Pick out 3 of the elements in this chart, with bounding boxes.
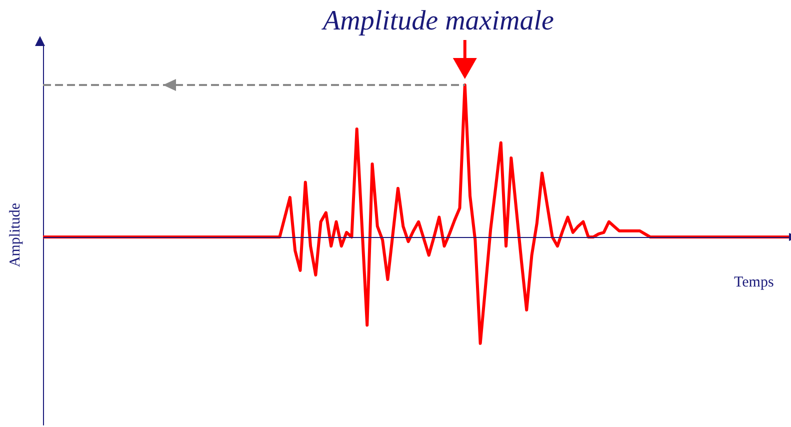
chart-title: Amplitude maximale	[321, 6, 554, 36]
y-axis-title: Amplitude	[8, 202, 24, 268]
x-axis-title: Temps	[734, 274, 774, 290]
